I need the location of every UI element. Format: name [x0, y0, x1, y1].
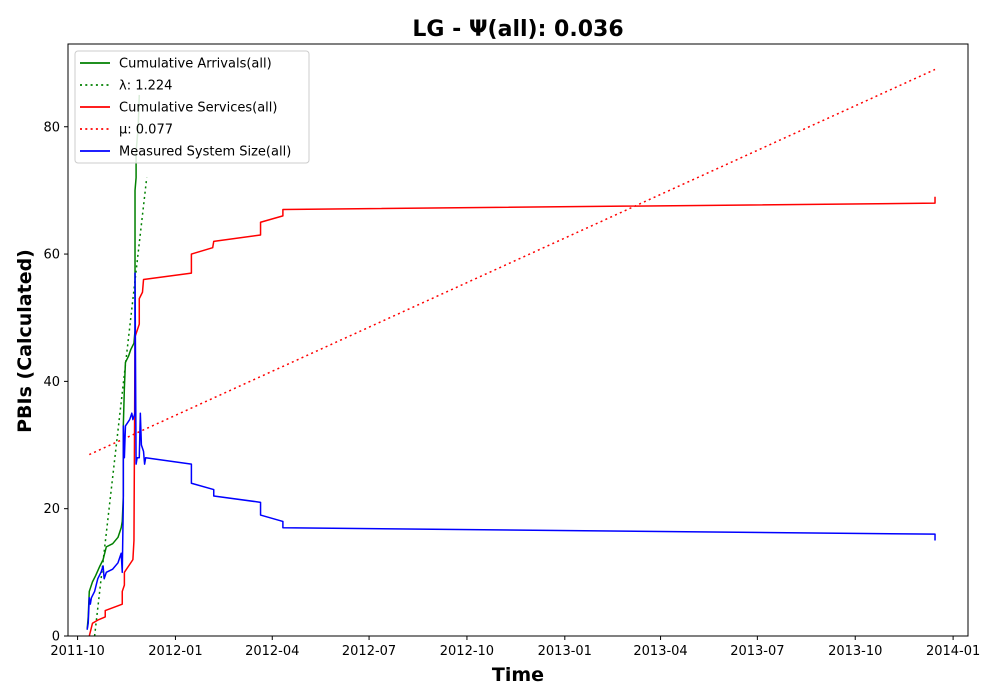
legend-label-0: Cumulative Arrivals(all) [119, 57, 272, 72]
y-axis: 0 20 40 60 80 [43, 120, 68, 645]
legend-box [74, 50, 310, 164]
x-tick-label: 2014-01 [926, 644, 980, 659]
series-line-0 [86, 94, 141, 630]
x-tick-label: 2013-04 [633, 644, 687, 659]
legend-label-3: μ: 0.077 [119, 123, 173, 138]
legend-label-2: Cumulative Services(all) [119, 101, 277, 116]
x-tick-label: 2013-01 [538, 644, 592, 659]
x-axis-label: Time [492, 664, 544, 686]
series-line-2 [88, 196, 936, 637]
x-tick-label: 2012-01 [148, 644, 202, 659]
x-tick-label: 2012-07 [342, 644, 396, 659]
legend-label-1: λ: 1.224 [119, 79, 172, 94]
y-tick-label: 20 [43, 502, 60, 517]
y-tick-label: 0 [52, 630, 60, 645]
x-tick-label: 2013-10 [828, 644, 882, 659]
plot-frame [67, 43, 969, 637]
x-axis: 2011-10 2012-01 2012-04 2012-07 2012-10 2013-… [50, 636, 980, 659]
series-line-4 [86, 272, 936, 630]
chart-title: LG - Ψ(all): 0.036 [412, 17, 623, 42]
legend: Cumulative Arrivals(all) λ: 1.224 Cumulati… [74, 50, 310, 164]
y-tick-label: 80 [43, 120, 60, 135]
x-tick-label: 2013-07 [730, 644, 784, 659]
y-tick-label: 40 [43, 375, 60, 390]
y-axis-label: PBIs (Calculated) [14, 249, 36, 433]
plot-area [67, 43, 969, 637]
x-tick-label: 2011-10 [50, 644, 104, 659]
x-tick-label: 2012-10 [440, 644, 494, 659]
series-line-3 [88, 68, 936, 456]
y-tick-label: 60 [43, 248, 60, 263]
x-tick-label: 2012-04 [245, 644, 299, 659]
legend-label-4: Measured System Size(all) [119, 145, 291, 160]
